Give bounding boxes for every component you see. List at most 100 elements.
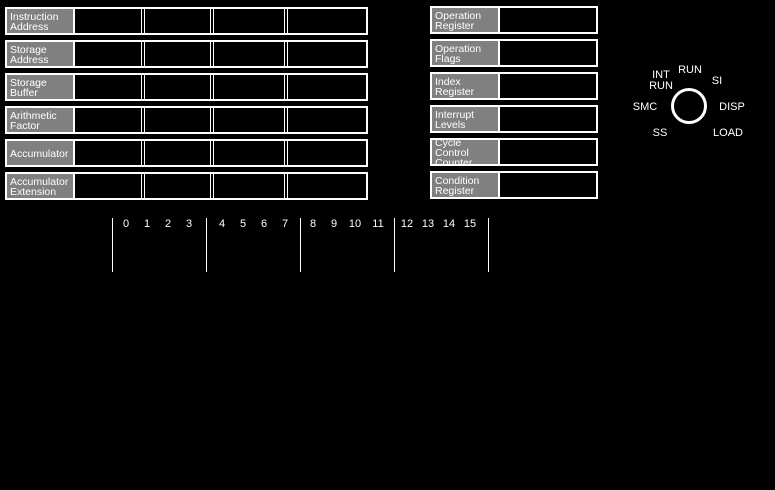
register-lamp-group (75, 42, 141, 66)
register-row: Arithmetic Factor (5, 106, 368, 134)
register-lamp-group (288, 141, 366, 165)
register-label: Condition Register (432, 173, 500, 197)
bit-label: 13 (421, 218, 435, 230)
register-lamp-group (75, 174, 141, 198)
register-lamp-group (75, 141, 141, 165)
register-label: Arithmetic Factor (7, 108, 75, 132)
register-label: Interrupt Levels (432, 107, 500, 131)
bit-group-divider (300, 218, 301, 272)
register-row: Interrupt Levels (430, 105, 598, 133)
register-lamp-group (288, 9, 366, 33)
register-lamp-group (502, 107, 596, 131)
register-lamp-group (145, 141, 210, 165)
bit-label: 1 (143, 218, 151, 230)
register-row: Operation Flags (430, 39, 598, 67)
bit-label: 12 (400, 218, 414, 230)
register-divider (141, 141, 145, 165)
register-divider (210, 141, 214, 165)
register-row: Storage Buffer (5, 73, 368, 101)
register-row: Accumulator Extension (5, 172, 368, 200)
register-divider (210, 108, 214, 132)
register-row: Storage Address (5, 40, 368, 68)
register-lamp-group (75, 75, 141, 99)
mode-run[interactable]: RUN (678, 64, 702, 76)
register-lamp-group (502, 41, 596, 65)
register-lamp-group (502, 140, 596, 164)
register-divider (284, 42, 288, 66)
register-label: Storage Buffer (7, 75, 75, 99)
mode-ss[interactable]: SS (652, 127, 668, 139)
register-label: Operation Register (432, 8, 500, 32)
register-divider (141, 75, 145, 99)
bit-label: 6 (260, 218, 268, 230)
register-lamp-group (145, 9, 210, 33)
bit-group-divider (394, 218, 395, 272)
register-row: Index Register (430, 72, 598, 100)
bit-label: 5 (239, 218, 247, 230)
register-lamp-group (214, 174, 284, 198)
register-row: Accumulator (5, 139, 368, 167)
bit-label: 7 (281, 218, 289, 230)
register-label: Instruction Address (7, 9, 75, 33)
register-divider (284, 174, 288, 198)
bit-label: 10 (348, 218, 362, 230)
mode-load[interactable]: LOAD (713, 127, 743, 139)
register-lamp-group (502, 173, 596, 197)
register-label: Operation Flags (432, 41, 500, 65)
register-divider (141, 42, 145, 66)
bit-group-divider (112, 218, 113, 272)
bit-label: 15 (463, 218, 477, 230)
bit-label: 3 (185, 218, 193, 230)
register-label: Cycle Control Counter (432, 138, 500, 168)
bit-label: 11 (372, 218, 384, 230)
register-lamp-group (214, 42, 284, 66)
register-divider (141, 9, 145, 33)
mode-int-run[interactable]: INT RUN (649, 69, 673, 92)
bit-label: 4 (218, 218, 226, 230)
register-divider (284, 141, 288, 165)
mode-smc[interactable]: SMC (632, 101, 658, 113)
register-divider (141, 174, 145, 198)
register-lamp-group (75, 108, 141, 132)
bit-label: 8 (309, 218, 317, 230)
register-row: Cycle Control Counter (430, 138, 598, 168)
register-lamp-group (288, 42, 366, 66)
mode-si[interactable]: SI (711, 75, 723, 87)
register-label: Index Register (432, 74, 500, 98)
register-lamp-group (145, 108, 210, 132)
register-divider (284, 9, 288, 33)
register-divider (284, 75, 288, 99)
mode-disp[interactable]: DISP (719, 101, 745, 113)
register-lamp-group (288, 75, 366, 99)
register-lamp-group (75, 9, 141, 33)
bit-label: 14 (442, 218, 456, 230)
register-lamp-group (214, 108, 284, 132)
register-label: Accumulator Extension (7, 174, 75, 198)
register-label: Storage Address (7, 42, 75, 66)
register-divider (210, 174, 214, 198)
register-divider (210, 75, 214, 99)
register-lamp-group (288, 174, 366, 198)
register-lamp-group (502, 8, 596, 32)
bit-group-divider (206, 218, 207, 272)
register-lamp-group (502, 74, 596, 98)
bit-group-divider (488, 218, 489, 272)
register-lamp-group (288, 108, 366, 132)
bit-label: 2 (164, 218, 172, 230)
register-row: Condition Register (430, 171, 598, 199)
register-lamp-group (145, 75, 210, 99)
register-divider (284, 108, 288, 132)
bit-label: 0 (122, 218, 130, 230)
mode-switch-knob[interactable] (671, 88, 707, 124)
register-row: Operation Register (430, 6, 598, 34)
register-lamp-group (214, 9, 284, 33)
bit-label: 9 (330, 218, 338, 230)
register-label: Accumulator (7, 141, 75, 165)
register-row: Instruction Address (5, 7, 368, 35)
register-lamp-group (145, 42, 210, 66)
register-divider (210, 42, 214, 66)
register-divider (141, 108, 145, 132)
register-divider (210, 9, 214, 33)
register-lamp-group (145, 174, 210, 198)
register-lamp-group (214, 75, 284, 99)
